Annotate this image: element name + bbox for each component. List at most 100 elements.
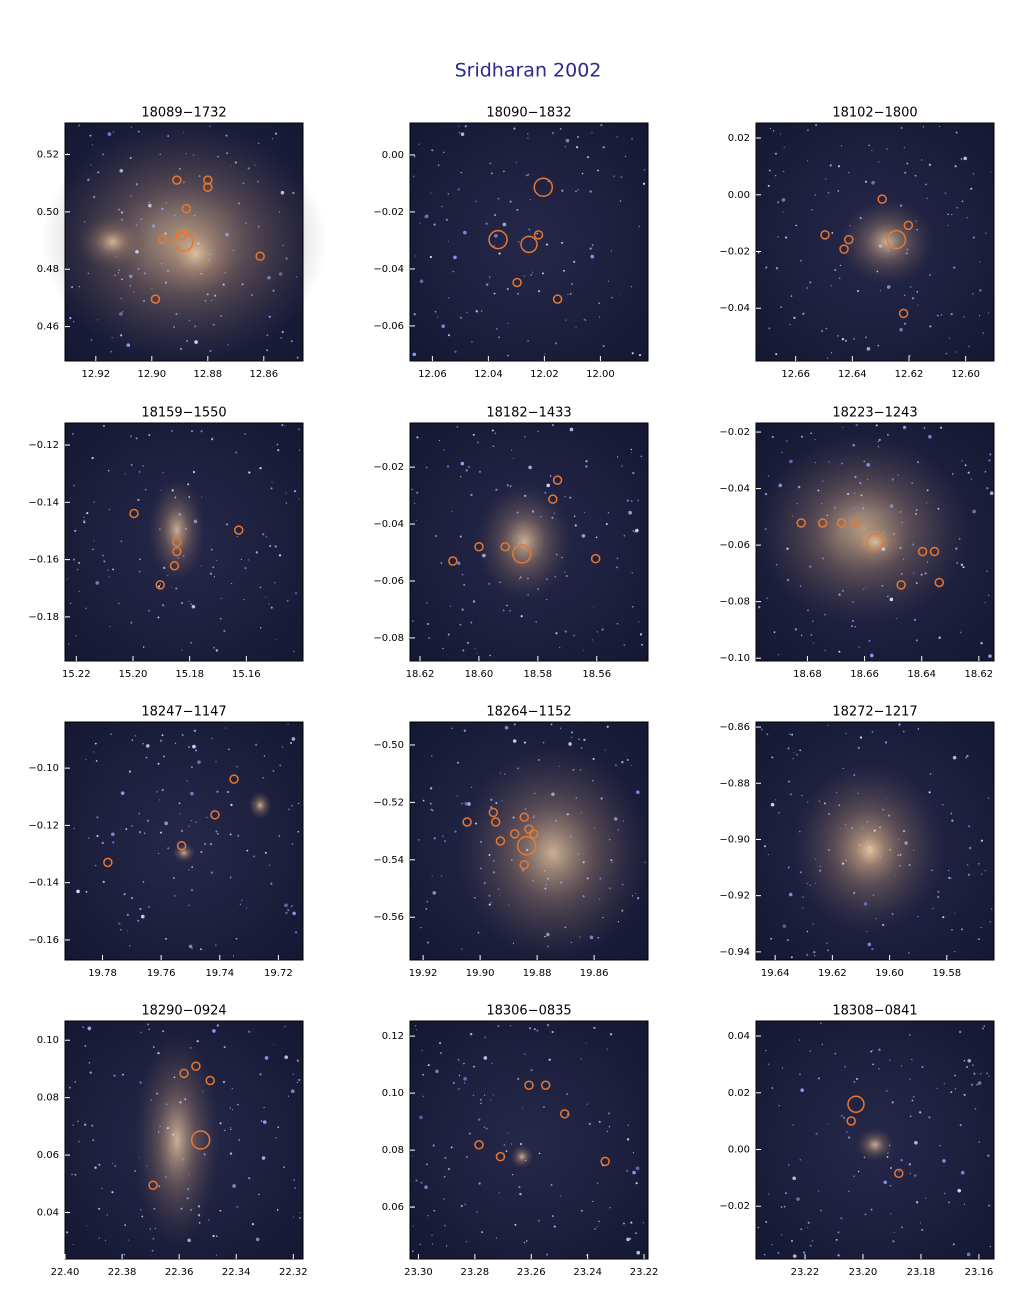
star — [574, 524, 577, 527]
star — [908, 952, 910, 954]
star — [179, 347, 183, 351]
star — [838, 804, 840, 806]
star — [989, 921, 992, 923]
star — [255, 1237, 260, 1242]
star — [192, 154, 195, 156]
x-tick-label: 12.00 — [586, 369, 615, 380]
star — [786, 547, 789, 550]
star — [628, 510, 632, 515]
star — [66, 153, 68, 155]
star — [532, 271, 534, 273]
star — [909, 1173, 912, 1175]
star — [85, 758, 87, 761]
star — [431, 1243, 433, 1245]
star — [210, 548, 213, 551]
star — [213, 646, 216, 649]
star — [262, 776, 265, 779]
star — [540, 516, 542, 518]
star — [980, 926, 982, 928]
star — [801, 795, 803, 797]
star — [270, 487, 273, 490]
star — [619, 200, 622, 202]
star — [859, 216, 862, 220]
star — [164, 232, 167, 235]
y-tick-label: 0.02 — [728, 1088, 750, 1099]
star — [948, 337, 950, 339]
star — [276, 1209, 279, 1211]
star — [532, 879, 534, 882]
star — [635, 1182, 638, 1185]
star — [451, 727, 453, 730]
x-tick-label: 19.92 — [409, 968, 438, 979]
star — [203, 1153, 206, 1156]
star — [580, 1209, 583, 1212]
star — [488, 903, 491, 906]
star — [151, 224, 156, 228]
star — [821, 330, 824, 333]
star — [235, 937, 238, 940]
y-tick-label: −0.06 — [719, 540, 750, 551]
star — [278, 554, 282, 557]
star — [236, 1205, 239, 1208]
x-tick-label: 19.88 — [523, 968, 552, 979]
star — [984, 870, 986, 872]
y-tick-label: −0.88 — [719, 778, 750, 789]
star — [876, 270, 879, 273]
star — [889, 597, 894, 602]
star — [593, 606, 595, 608]
star — [119, 168, 124, 173]
star — [161, 788, 164, 792]
star — [560, 881, 563, 884]
star — [947, 213, 950, 216]
star — [429, 255, 433, 259]
star — [280, 336, 283, 339]
star — [947, 224, 949, 226]
star — [200, 272, 203, 275]
star — [570, 941, 573, 944]
star — [135, 183, 139, 186]
star — [592, 757, 595, 761]
star — [902, 830, 906, 833]
source-ring — [519, 812, 529, 822]
star — [224, 727, 226, 729]
star — [137, 130, 140, 133]
star — [585, 1042, 587, 1044]
star — [632, 1170, 636, 1175]
star — [225, 134, 228, 137]
star — [78, 1140, 80, 1143]
star — [527, 577, 529, 580]
star — [493, 245, 495, 247]
star — [631, 764, 633, 767]
star — [509, 485, 512, 488]
star — [94, 742, 97, 745]
star — [879, 826, 881, 829]
star — [172, 876, 175, 880]
sky-image — [410, 1021, 648, 1259]
star — [187, 1188, 190, 1191]
star — [888, 1059, 891, 1062]
star — [973, 1072, 976, 1075]
y-tick-label: −0.12 — [28, 820, 59, 831]
star — [158, 852, 160, 855]
star — [463, 1062, 465, 1065]
star — [134, 735, 136, 737]
star — [635, 1232, 637, 1234]
star — [492, 871, 496, 874]
star — [197, 1205, 201, 1208]
star — [493, 292, 496, 295]
star — [792, 1176, 796, 1181]
star — [621, 909, 624, 912]
star — [546, 932, 550, 937]
star — [817, 1190, 820, 1192]
star — [642, 1222, 644, 1224]
star — [877, 445, 880, 448]
panel-title: 18182−1433 — [486, 406, 571, 421]
star — [72, 1124, 74, 1126]
star — [786, 578, 790, 582]
star — [891, 1101, 894, 1104]
star — [806, 287, 809, 289]
star — [237, 834, 240, 837]
star — [246, 849, 249, 852]
y-tick-label: −0.04 — [719, 484, 750, 495]
star — [78, 590, 80, 592]
